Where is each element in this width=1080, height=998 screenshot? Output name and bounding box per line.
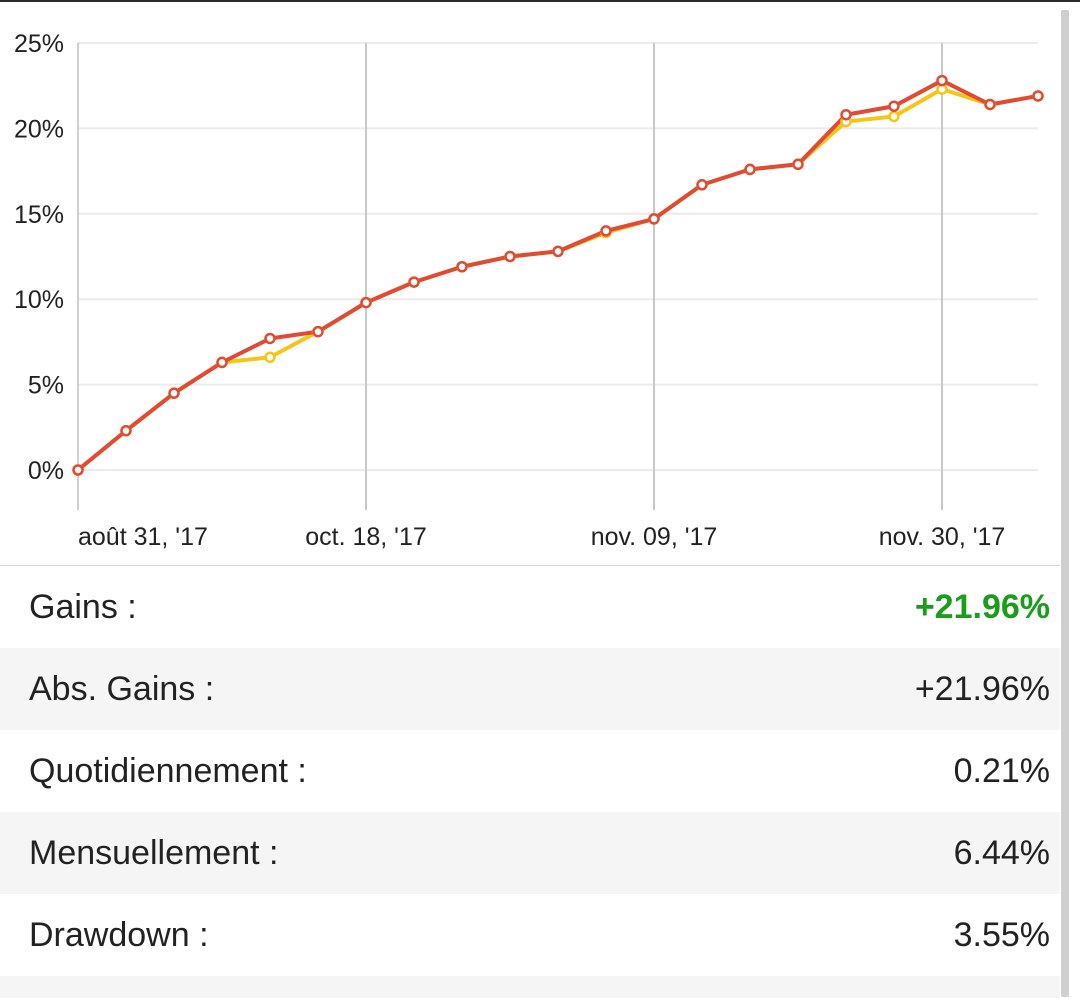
data-point bbox=[744, 163, 756, 176]
stats-table: Gains : +21.96% Abs. Gains : +21.96% Quo… bbox=[0, 566, 1060, 998]
y-tick-label: 25% bbox=[14, 30, 64, 58]
series-line-1 bbox=[76, 78, 1039, 472]
y-tick-label: 15% bbox=[14, 201, 64, 229]
stat-row-monthly: Mensuellement : 6.44% bbox=[0, 812, 1060, 894]
stat-row-abs-gains: Abs. Gains : +21.96% bbox=[0, 648, 1060, 730]
stat-row-daily: Quotidiennement : 0.21% bbox=[0, 730, 1060, 812]
stat-label-drawdown: Drawdown : bbox=[29, 915, 209, 954]
stat-value-monthly: 6.44% bbox=[953, 833, 1050, 872]
data-point bbox=[888, 100, 900, 112]
gains-chart-svg: 25% 20% 15% 10% 5% 0% août 31, '17 oct. 18, '17… bbox=[14, 30, 1044, 551]
data-point bbox=[264, 332, 276, 345]
stat-row-next bbox=[0, 976, 1060, 998]
stat-label-abs-gains: Abs. Gains : bbox=[29, 669, 215, 708]
data-point bbox=[984, 98, 996, 111]
data-point bbox=[840, 108, 852, 121]
data-point bbox=[456, 260, 468, 273]
data-point bbox=[1032, 90, 1044, 102]
x-tick-label: nov. 09, '17 bbox=[591, 523, 718, 551]
stat-value-drawdown: 3.55% bbox=[953, 915, 1050, 954]
data-point bbox=[504, 250, 516, 263]
y-tick-label: 10% bbox=[14, 286, 64, 314]
stat-row-gains: Gains : +21.96% bbox=[0, 566, 1060, 648]
data-point bbox=[408, 276, 420, 288]
y-tick-label: 20% bbox=[14, 115, 64, 143]
series-line-0 bbox=[76, 87, 1039, 472]
data-point bbox=[600, 225, 612, 237]
data-point bbox=[696, 179, 708, 191]
data-point bbox=[936, 74, 948, 87]
data-point bbox=[72, 464, 84, 476]
scrollbar[interactable] bbox=[1061, 10, 1069, 997]
chart-divider bbox=[0, 565, 1060, 566]
stat-label-monthly: Mensuellement : bbox=[29, 833, 279, 872]
x-tick-label: oct. 18, '17 bbox=[305, 523, 427, 551]
data-point bbox=[792, 158, 804, 171]
stat-row-drawdown: Drawdown : 3.55% bbox=[0, 894, 1060, 976]
stat-value-abs-gains: +21.96% bbox=[914, 669, 1050, 708]
y-tick-label: 0% bbox=[28, 457, 64, 485]
x-tick-label: nov. 30, '17 bbox=[879, 523, 1006, 551]
gains-chart: 25% 20% 15% 10% 5% 0% août 31, '17 oct. 18, '17… bbox=[14, 30, 1044, 551]
data-point bbox=[120, 424, 132, 437]
data-point bbox=[360, 296, 372, 309]
stat-value-daily: 0.21% bbox=[953, 751, 1050, 790]
stat-label-daily: Quotidiennement : bbox=[29, 751, 307, 790]
data-point bbox=[552, 245, 564, 258]
stat-value-gains: +21.96% bbox=[914, 587, 1050, 626]
stat-label-gains: Gains : bbox=[29, 587, 137, 626]
top-border bbox=[0, 0, 1080, 2]
data-point bbox=[216, 356, 228, 369]
data-point bbox=[648, 213, 660, 225]
x-tick-label: août 31, '17 bbox=[78, 523, 208, 551]
data-point bbox=[264, 351, 276, 364]
data-point bbox=[888, 110, 900, 123]
data-point bbox=[168, 387, 180, 399]
y-tick-label: 5% bbox=[28, 372, 64, 400]
data-point bbox=[312, 325, 324, 338]
